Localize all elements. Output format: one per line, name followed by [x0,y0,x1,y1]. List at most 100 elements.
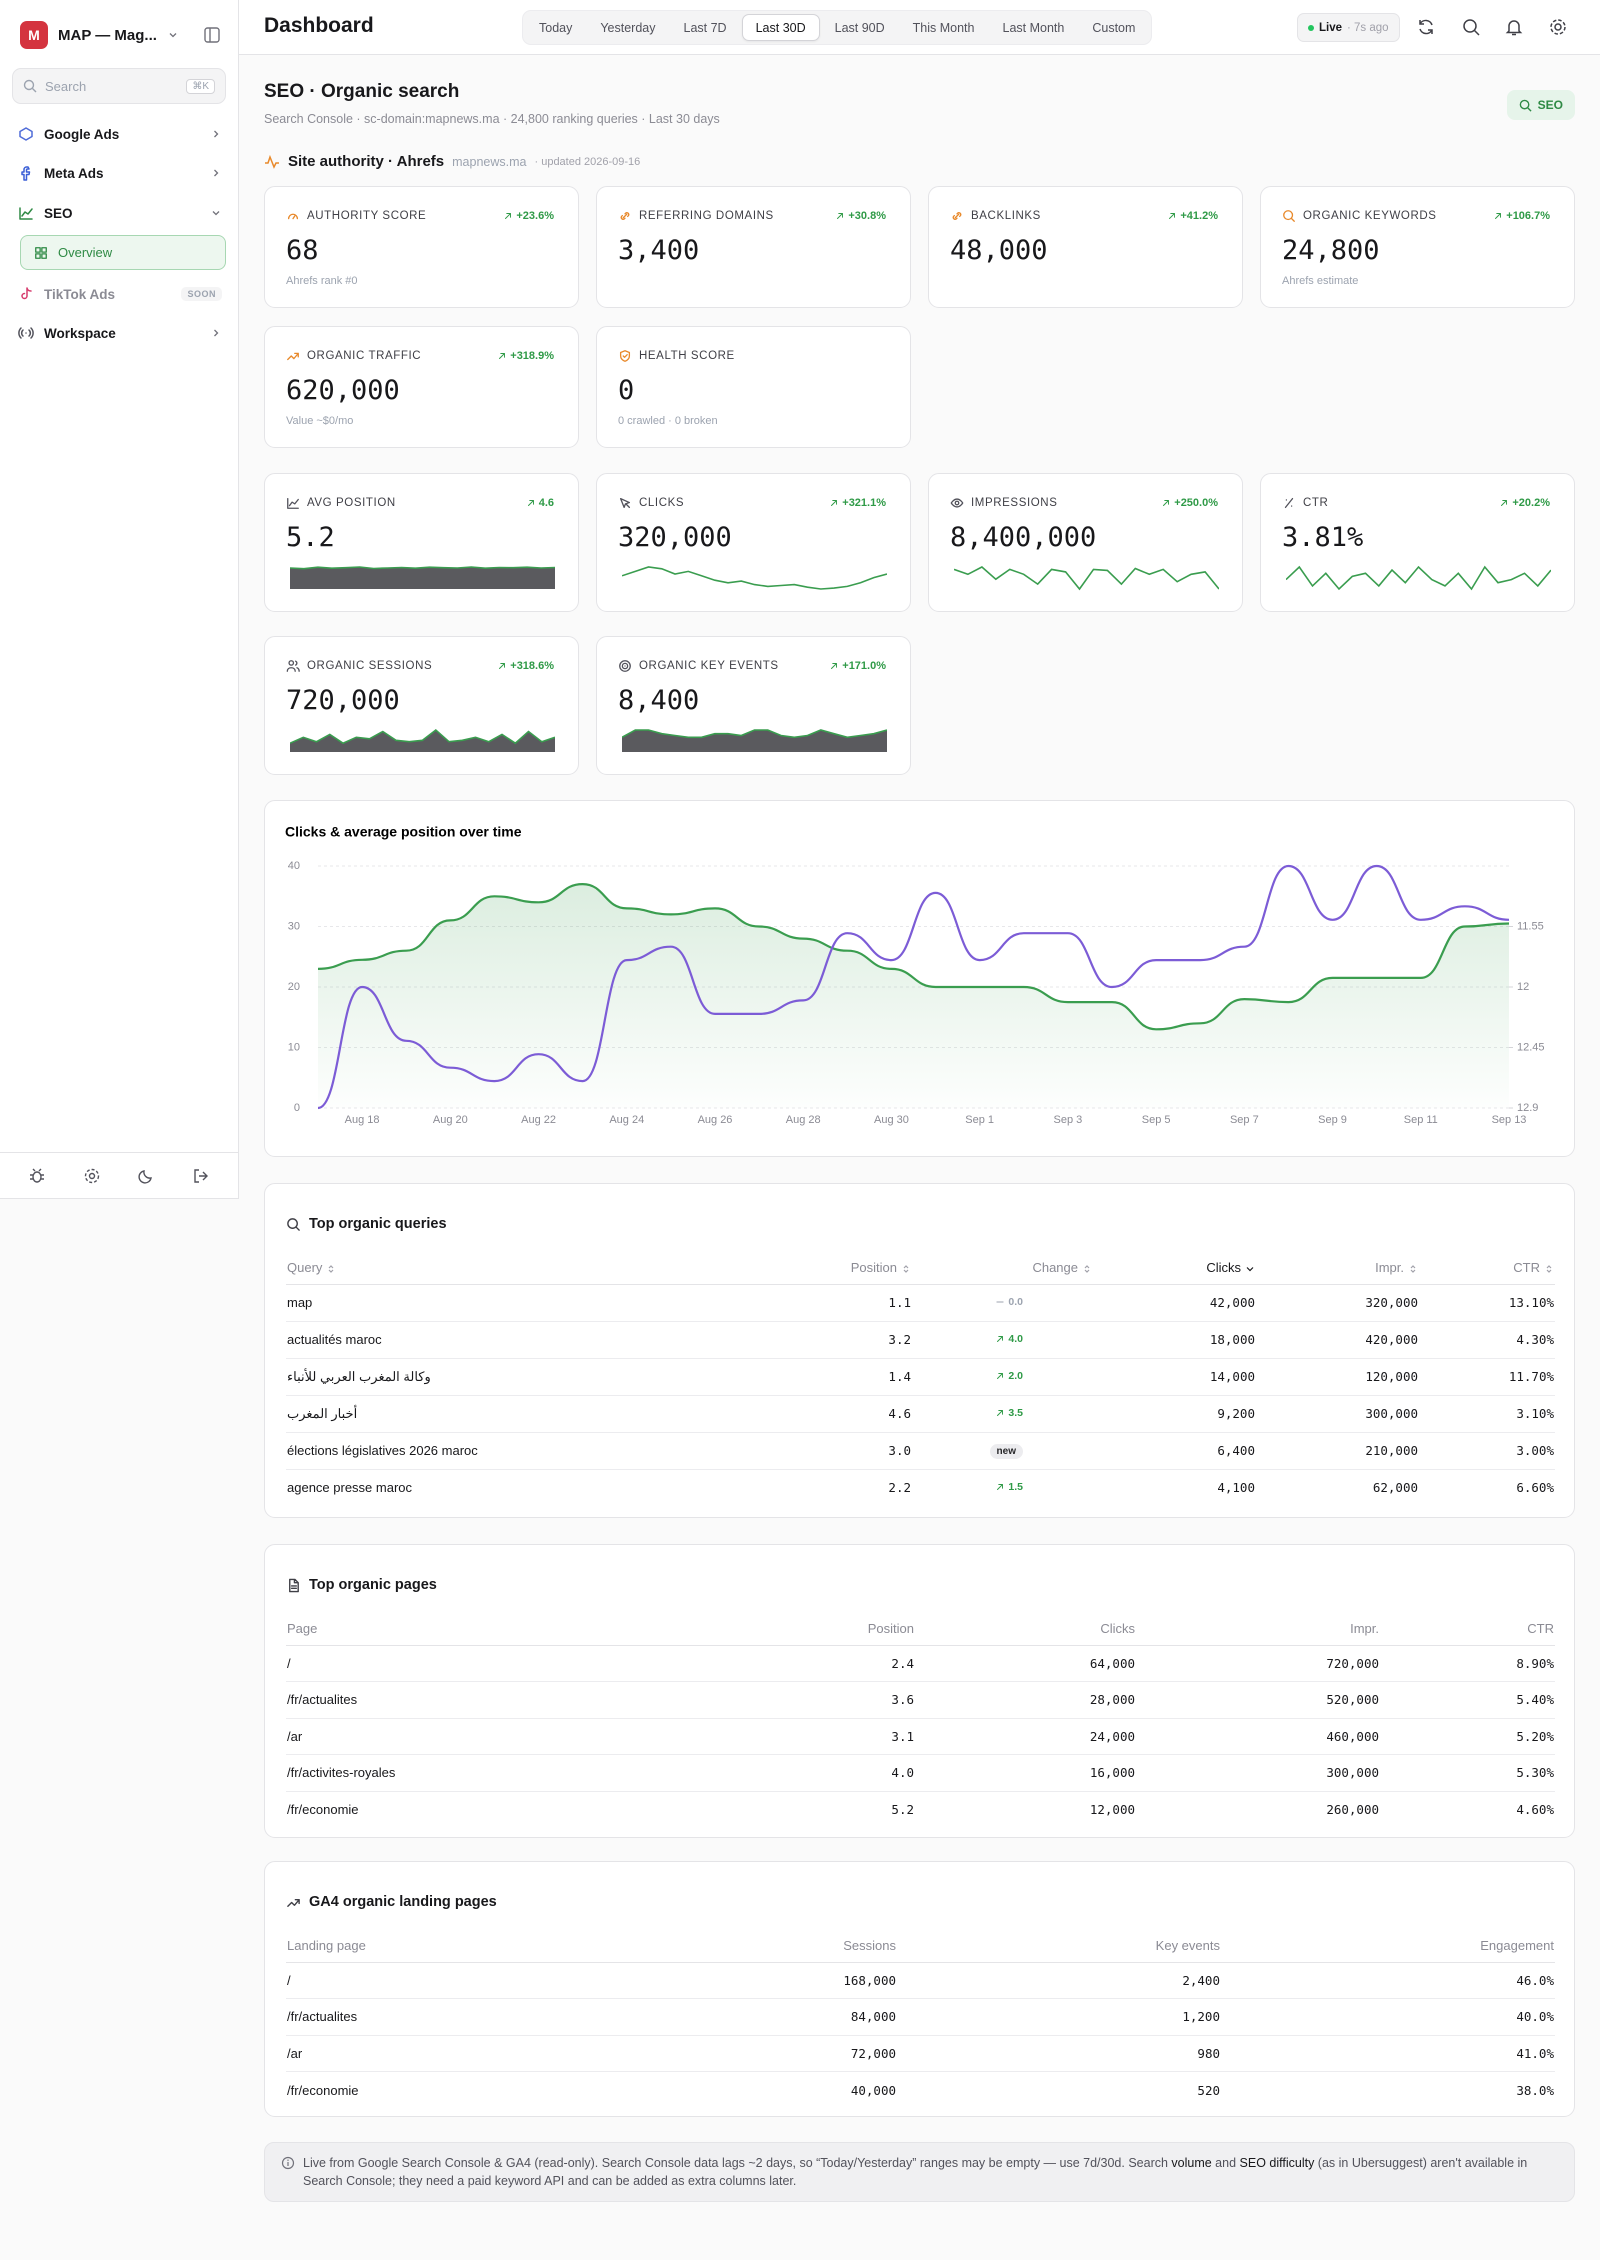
sort-icon [1084,1264,1090,1273]
change-arrow [527,500,534,506]
search-button[interactable] [1461,17,1481,37]
change-arrow [1163,500,1170,506]
brand[interactable]: M MAP — Mag... [20,21,179,49]
kpi-card: AVG POSITION 4.6 5.2 [264,473,579,612]
table-row: /ar 3.1 24,000 460,000 5.20% [286,1718,1555,1755]
notifications-button[interactable] [1504,17,1524,37]
column-header[interactable]: Query [286,1252,706,1285]
table-cell: 4.0 [715,1754,915,1792]
column-label: Position [867,1621,914,1637]
column-header[interactable]: Clicks [1093,1252,1256,1285]
range-tab[interactable]: Yesterday [600,20,656,35]
range-tabs: Today Yesterday Last 7D Last 30D Last 90D Thi… [522,10,1153,45]
kpi-label: ORGANIC KEY EVENTS [618,659,779,673]
info-icon [281,2156,295,2170]
table-icon [287,1898,300,1907]
nav-item[interactable]: Google Ads [14,118,226,150]
column-label: CTR [1527,1621,1554,1637]
range-tab[interactable]: Last Month [1002,20,1065,35]
table: Page Position Clicks Impr. CTR/2.4 64,000 720,… [286,1613,1555,1828]
kpi-change-text: +171.0% [842,660,886,672]
table-cell: 64,000 [915,1645,1136,1682]
x-tick-label: Sep 9 [1318,1114,1347,1126]
nav-item[interactable]: SEO [14,197,226,229]
table-cell: 3.1 [715,1718,915,1755]
change-arrow-path [505,213,512,219]
x-tick-label: Aug 30 [874,1114,909,1126]
kpi-label-text: ORGANIC KEY EVENTS [639,660,779,672]
nav-label: Meta Ads [44,165,104,181]
theme-icon[interactable] [137,1167,155,1185]
kpi-label: ORGANIC SESSIONS [286,659,432,673]
footnote-text: (as in Ubersuggest) aren't available in … [303,2156,1528,2188]
kpi-value: 8,400 [618,685,700,716]
kpi-label-text: HEALTH SCORE [639,350,735,362]
kpi-label-text: ORGANIC KEYWORDS [1303,210,1437,222]
table-cell: 300,000 [1256,1395,1419,1433]
column-header[interactable]: Change [912,1252,1093,1285]
nav-subitem[interactable]: Overview [20,235,226,270]
kpi-label: AUTHORITY SCORE [286,209,426,223]
table-cell: /ar [286,1718,715,1755]
section-title: SEO · Organic search [264,81,460,102]
nav-item[interactable]: Meta Ads [14,157,226,189]
range-tab[interactable]: Last 30D [741,14,820,41]
x-tick-label: Aug 22 [521,1114,556,1126]
change-arrow [997,1336,1004,1342]
x-tick-label: Sep 1 [965,1114,994,1126]
kpi-icon [287,352,299,361]
change-flat [996,1301,1004,1303]
table-cell: 5.40% [1380,1681,1555,1719]
y2-tick-label: 12.9 [1517,1102,1538,1114]
range-tab[interactable]: Custom [1092,20,1136,35]
settings-button[interactable] [1548,17,1568,37]
range-tab[interactable]: Last 7D [683,20,727,35]
refresh-button[interactable] [1416,17,1436,37]
column-label: Sessions [843,1938,896,1954]
kpi-icon-path [619,350,631,362]
header-row: Page Position Clicks Impr. CTR [286,1613,1555,1646]
search-box[interactable]: Search ⌘K [12,68,226,104]
kpi-change: +41.2% [1167,210,1218,222]
authority-title: Site authority · Ahrefs [288,153,445,170]
column-label: Page [287,1621,318,1637]
column-header: Key events [897,1930,1221,1963]
x-tick-label: Aug 20 [433,1114,468,1126]
kpi-change: +318.9% [497,350,554,362]
x-tick-label: Sep 5 [1142,1114,1171,1126]
column-label: Landing page [287,1938,366,1954]
authority-grid: AUTHORITY SCORE +23.6% 68 Ahrefs rank #0 REF… [264,186,1575,448]
column-header: Position [715,1613,915,1646]
change-text: 1.5 [1008,1481,1023,1494]
kpi-icon [619,497,631,509]
table-title-text: GA4 organic landing pages [309,1894,497,1910]
kpi-icon [287,497,299,509]
logout-icon[interactable] [192,1167,210,1185]
table-cell: 5.30% [1380,1754,1555,1792]
column-header: Impr. [1136,1613,1380,1646]
column-header[interactable]: Position [706,1252,912,1285]
kpi-card: HEALTH SCORE 0 0 crawled · 0 broken [596,326,911,448]
sparkline [954,566,1219,591]
nav-item[interactable]: Workspace [14,317,226,349]
column-header[interactable]: Impr. [1256,1252,1419,1285]
kpi-card: ORGANIC SESSIONS +318.6% 720,000 [264,636,579,775]
table-cell: 1.1 [706,1284,912,1322]
debug-icon[interactable] [28,1167,46,1185]
nav-chevron [214,329,219,337]
range-tab[interactable]: Last 90D [834,20,885,35]
table-cell: 520,000 [1136,1681,1380,1719]
column-header[interactable]: CTR [1419,1252,1555,1285]
table-cell: 72,000 [697,2035,897,2072]
sparkline [1286,565,1551,591]
collapse-button[interactable] [203,26,221,44]
table-title: GA4 organic landing pages [286,1862,1553,1930]
settings-icon[interactable] [83,1167,101,1185]
sort-path [1246,1266,1254,1272]
range-tab[interactable]: This Month [912,20,975,35]
footnote-text: SEO difficulty [1239,2156,1315,2170]
table-icon [289,1578,299,1592]
kpi-value: 0 [618,375,635,406]
range-tab[interactable]: Today [539,20,573,35]
